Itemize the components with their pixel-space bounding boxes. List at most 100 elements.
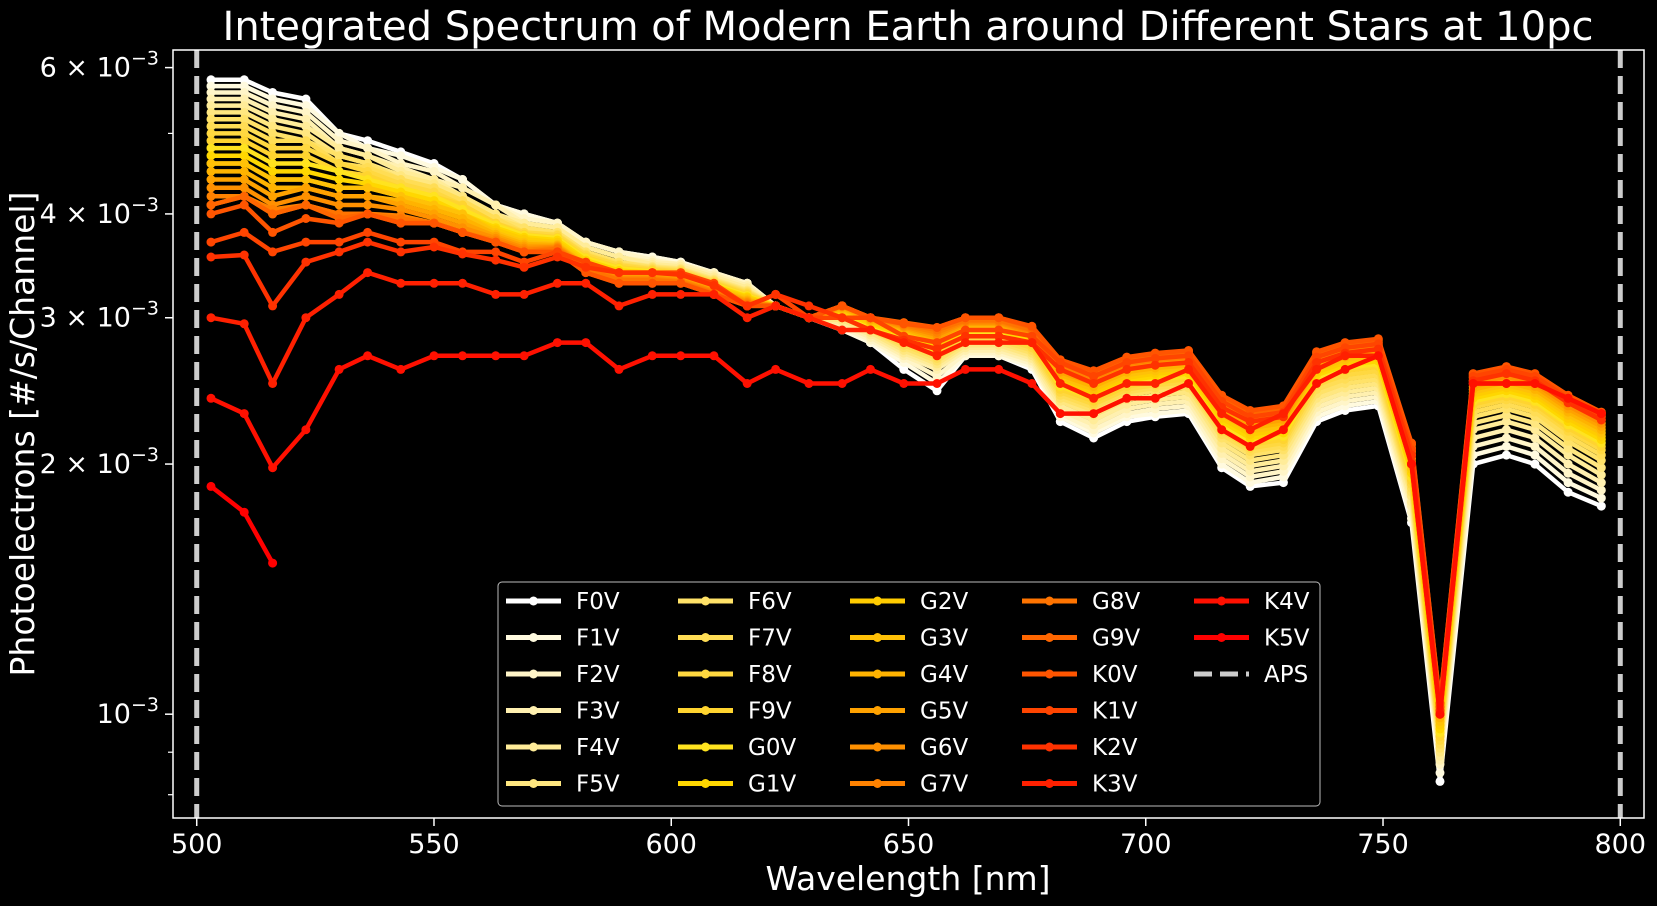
data-point-K2V [491,255,501,265]
data-point-K3V [334,289,344,299]
data-point-F2V [301,107,311,117]
data-point-K4V [334,364,344,374]
data-point-F9V [268,151,278,161]
x-tick-label: 600 [645,829,697,860]
data-point-K4V [804,379,814,388]
legend-label: F6V [748,589,792,615]
data-point-F4V [1563,450,1573,460]
data-point-F1V [301,101,311,111]
data-point-K4V [581,338,591,348]
data-point-F2V [1530,441,1540,451]
data-point-F9V [239,136,249,146]
data-point-K0V [614,278,624,288]
data-point-K3V [268,379,278,388]
data-point-K2V [429,242,439,252]
data-point-K4V [866,364,875,374]
data-point-F8V [268,143,278,153]
data-point-K3V [866,325,875,335]
y-tick-label: 10−3 [97,694,159,730]
data-point-K4V [614,364,624,374]
legend-item-F4V: F4V [506,735,620,761]
data-point-K0V [334,218,344,228]
legend-marker [529,779,538,788]
data-point-K4V [552,338,562,348]
data-point-F1V [1563,478,1573,488]
data-point-F3V [1530,433,1540,443]
data-point-F2V [1563,468,1573,478]
data-point-K0V [396,218,406,228]
data-point-F5V [1596,463,1606,473]
data-point-K1V [363,227,373,237]
legend-marker [701,706,710,715]
legend-marker [873,596,882,606]
legend-label: F4V [576,735,620,761]
data-point-G4V [239,166,249,176]
data-point-K4V [771,364,781,374]
legend-item-G6V: G6V [850,735,968,761]
data-point-F1V [1435,768,1445,778]
data-point-K0V [899,319,909,329]
data-point-F7V [268,136,278,146]
data-point-F5V [239,107,249,117]
data-point-K2V [804,301,814,311]
x-tick-label: 550 [408,829,460,860]
data-point-K1V [1027,331,1037,341]
data-point-F0V [1435,776,1445,786]
legend-box [497,581,1321,807]
data-point-G6V [301,191,311,201]
data-point-K3V [804,313,814,323]
data-point-K3V [676,289,686,299]
data-point-F3V [206,94,216,104]
data-point-F5V [1563,443,1573,453]
legend-item-K2V: K2V [1022,735,1138,761]
data-point-K2V [960,331,970,341]
data-point-K4V [239,409,249,419]
data-point-G6V [396,204,406,214]
data-point-F6V [239,114,249,124]
data-point-G3V [363,183,373,193]
data-point-F0V [899,364,909,374]
legend-marker [529,669,538,679]
data-point-K2V [837,313,847,323]
data-point-K2V [458,249,467,259]
plot-area [194,50,1623,818]
data-point-G4V [268,183,278,193]
data-point-F0V [363,136,373,146]
legend-label: F2V [576,662,620,688]
data-point-F2V [239,88,249,97]
data-point-G6V [239,183,249,193]
data-point-K3V [458,278,467,288]
legend-marker [529,596,538,606]
legend-item-G1V: G1V [678,772,796,798]
data-point-G9V [268,209,278,219]
data-point-K4V [676,351,686,361]
data-point-K4V [709,351,719,361]
data-point-K0V [268,227,278,237]
data-point-K4V [899,379,909,388]
legend-item-F7V: F7V [678,626,792,652]
data-point-F1V [268,94,278,104]
data-point-K3V [429,278,439,288]
legend-item-APS: APS [1194,662,1308,688]
legend-marker [529,633,538,642]
data-point-F8V [334,159,344,168]
data-point-K5V [239,507,249,517]
data-point-K4V [1278,425,1288,435]
data-point-K3V [1150,379,1160,388]
data-point-F5V [268,121,278,131]
data-point-K2V [581,262,591,272]
data-point-G1V [334,175,344,184]
data-point-K1V [960,325,970,335]
data-point-K4V [1027,379,1037,388]
data-point-F5V [301,128,311,138]
data-point-K2V [994,331,1004,341]
data-point-F2V [932,371,942,381]
data-point-K0V [458,227,467,237]
data-point-K3V [206,313,216,323]
legend-item-K4V: K4V [1194,589,1310,615]
data-point-G3V [206,159,216,168]
x-axis-label: Wavelength [nm] [765,859,1050,898]
y-axis: 10−3 2 × 10−3 3 × 10−3 4 × 10−3 6 × 10−3 [40,48,173,796]
data-point-K3V [742,313,752,323]
data-point-G5V [239,175,249,184]
